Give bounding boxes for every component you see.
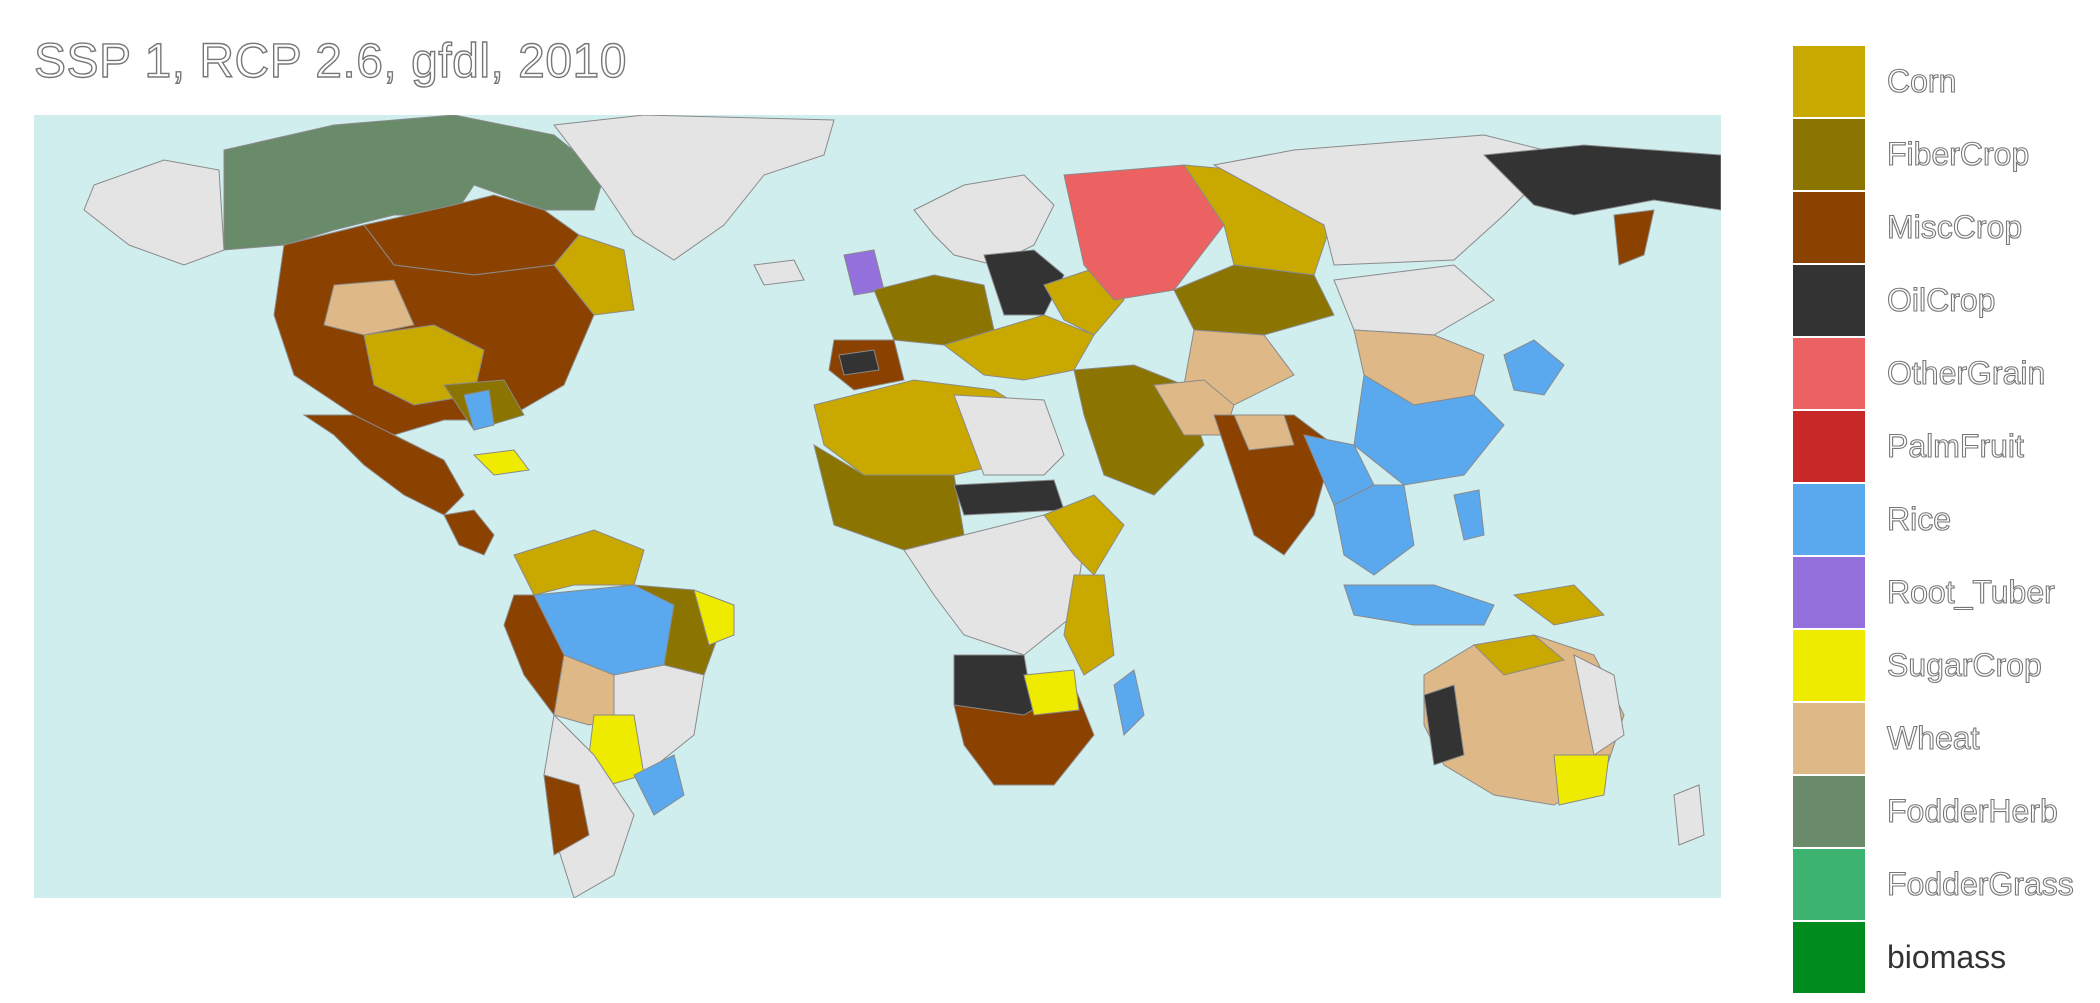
legend-label-rice: Rice	[1886, 500, 1952, 537]
legend-label-sugarcrop: SugarCrop	[1886, 646, 2042, 683]
legend: Corn FiberCrop MiscCrop OilCrop OtherGra…	[1793, 46, 2093, 995]
region-usa-wheat	[323, 279, 415, 336]
region-mexico	[302, 414, 465, 516]
legend-label-wheat: Wheat	[1886, 719, 1980, 756]
legend-item-foddergrass: FodderGrass	[1793, 849, 2093, 922]
region-australia-se-sugar	[1553, 754, 1610, 806]
legend-label-misccrop: MiscCrop	[1886, 208, 2023, 245]
legend-item-rice: Rice	[1793, 484, 2093, 557]
legend-swatch-palmfruit	[1793, 411, 1865, 484]
region-italy-balkans	[942, 314, 1095, 381]
legend-swatch-oilcrop	[1793, 265, 1865, 338]
world-map-svg	[34, 115, 1721, 898]
legend-label-oilcrop: OilCrop	[1886, 281, 1996, 318]
legend-swatch-wheat	[1793, 703, 1865, 776]
region-china-rice	[1353, 374, 1505, 486]
region-east-africa	[1063, 574, 1115, 676]
region-ne-brazil-sugar	[693, 589, 735, 646]
region-paraguay-rice	[633, 754, 685, 816]
region-alaska	[83, 159, 225, 266]
region-egypt-sahara	[953, 394, 1065, 476]
region-korea-japan-rice	[1503, 339, 1565, 396]
legend-swatch-rice	[1793, 484, 1865, 557]
region-se-asia-rice	[1333, 484, 1415, 576]
region-scandinavia	[913, 174, 1055, 266]
legend-label-biomass: biomass	[1887, 939, 2007, 975]
legend-swatch-biomass	[1793, 922, 1865, 995]
legend-item-root-tuber: Root_Tuber	[1793, 557, 2093, 630]
south-america	[503, 529, 735, 898]
legend-swatch-fibercrop	[1793, 119, 1865, 192]
legend-item-fodderherb: FodderHerb	[1793, 776, 2093, 849]
region-philippines-rice	[1453, 489, 1485, 541]
region-siberia	[1212, 134, 1565, 266]
region-iceland	[753, 259, 805, 286]
legend-swatch-foddergrass	[1793, 849, 1865, 922]
arctic	[553, 115, 835, 286]
legend-item-fibercrop: FiberCrop	[1793, 119, 2093, 192]
region-argentina-misc	[543, 774, 590, 856]
region-australia-north-corn	[1472, 634, 1566, 676]
legend-swatch-root-tuber	[1793, 557, 1865, 630]
region-west-europe	[873, 274, 995, 346]
region-kamchatka	[1613, 209, 1655, 266]
legend-label-fibercrop: FiberCrop	[1886, 135, 2030, 172]
legend-swatch-sugarcrop	[1793, 630, 1865, 703]
legend-label-foddergrass: FodderGrass	[1886, 865, 2074, 902]
legend-label-corn: Corn	[1886, 62, 1957, 99]
legend-item-wheat: Wheat	[1793, 703, 2093, 776]
legend-swatch-corn	[1793, 46, 1865, 119]
region-new-zealand	[1673, 784, 1705, 846]
region-india-wheat	[1233, 414, 1295, 451]
region-madagascar-rice	[1113, 669, 1145, 737]
region-sahel-oil	[953, 479, 1065, 516]
legend-label-fodderherb: FodderHerb	[1886, 792, 2058, 829]
africa	[813, 379, 1145, 786]
oceania	[1423, 584, 1705, 846]
legend-swatch-fodderherb	[1793, 776, 1865, 849]
asia	[1063, 134, 1721, 626]
region-southern-africa-sugar	[1023, 669, 1080, 716]
legend-item-misccrop: MiscCrop	[1793, 192, 2093, 265]
legend-item-palmfruit: PalmFruit	[1793, 411, 2093, 484]
region-caribbean-sugar	[472, 449, 530, 476]
legend-swatch-othergrain	[1793, 338, 1865, 411]
region-florida-rice	[463, 389, 495, 431]
north-america	[83, 115, 635, 556]
legend-item-oilcrop: OilCrop	[1793, 265, 2093, 338]
region-east-siberia-oil	[1482, 144, 1721, 216]
legend-label-root-tuber: Root_Tuber	[1886, 573, 2055, 610]
region-indonesia-rice	[1343, 584, 1495, 626]
region-iberia-oil	[838, 349, 880, 376]
world-map	[34, 115, 1721, 898]
region-ethiopia-corn	[1043, 494, 1125, 576]
legend-label-othergrain: OtherGrain	[1886, 354, 2046, 391]
region-canada-corn	[553, 234, 635, 316]
legend-item-biomass: biomass	[1793, 922, 2093, 995]
region-australia-east	[1573, 654, 1625, 756]
region-greenland	[553, 115, 835, 261]
map-title: SSP 1, RCP 2.6, gfdl, 2010	[33, 34, 627, 88]
region-india	[1213, 414, 1335, 556]
legend-item-othergrain: OtherGrain	[1793, 338, 2093, 411]
legend-swatch-misccrop	[1793, 192, 1865, 265]
region-mongolia	[1333, 264, 1495, 336]
region-new-guinea	[1512, 584, 1606, 626]
legend-label-palmfruit: PalmFruit	[1886, 427, 2024, 464]
region-australia-west-oil	[1423, 684, 1465, 766]
legend-item-corn: Corn	[1793, 46, 2093, 119]
region-central-america	[443, 509, 495, 556]
legend-item-sugarcrop: SugarCrop	[1793, 630, 2093, 703]
